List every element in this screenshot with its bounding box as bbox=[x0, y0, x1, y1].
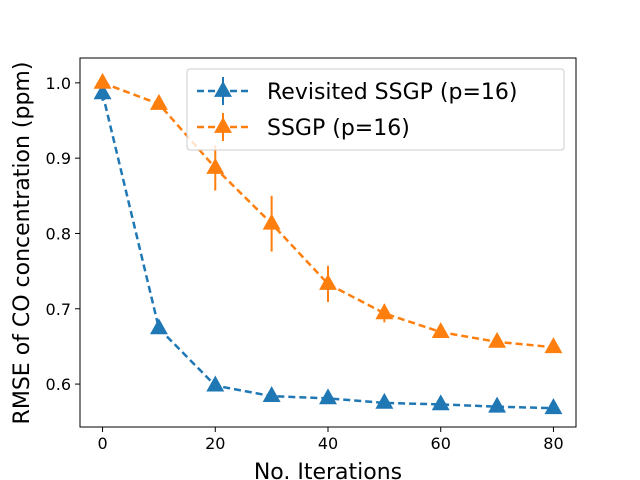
y-tick-label: 0.7 bbox=[46, 300, 71, 319]
data-point bbox=[375, 392, 394, 409]
data-point bbox=[319, 273, 337, 290]
series-ssgp bbox=[93, 72, 563, 354]
y-tick-label: 0.8 bbox=[46, 224, 71, 243]
data-point bbox=[544, 337, 563, 354]
data-point bbox=[206, 157, 225, 174]
data-point bbox=[93, 83, 112, 100]
data-point bbox=[149, 93, 168, 110]
x-tick-label: 20 bbox=[205, 434, 225, 453]
legend-entry: SSGP (p=16) bbox=[197, 113, 410, 141]
data-point bbox=[262, 213, 281, 230]
legend-entries: Revisited SSGP (p=16) SSGP (p=16) bbox=[197, 77, 517, 141]
legend-entry: Revisited SSGP (p=16) bbox=[197, 77, 517, 105]
y-tick-label: 0.9 bbox=[46, 149, 71, 168]
x-tick-label: 40 bbox=[318, 434, 338, 453]
series-revisited-ssgp bbox=[93, 83, 563, 415]
data-point bbox=[149, 318, 168, 335]
legend-box bbox=[186, 68, 565, 151]
series-layer bbox=[93, 72, 563, 415]
x-tick-label: 80 bbox=[543, 434, 563, 453]
legend-label: SSGP (p=16) bbox=[267, 116, 410, 141]
ticks-layer: 0 20 40 60 80 0.6 0.7 0.8 0.9 1.0 bbox=[46, 74, 564, 453]
legend-marker bbox=[214, 116, 232, 133]
x-tick-label: 0 bbox=[97, 434, 107, 453]
legend: Revisited SSGP (p=16) SSGP (p=16) bbox=[186, 68, 565, 151]
data-point bbox=[319, 388, 337, 405]
legend-marker bbox=[214, 80, 232, 97]
y-tick-label: 1.0 bbox=[46, 74, 71, 93]
data-point bbox=[488, 331, 507, 348]
x-axis-label: No. Iterations bbox=[254, 460, 402, 480]
legend-label: Revisited SSGP (p=16) bbox=[267, 80, 517, 105]
data-point bbox=[488, 396, 507, 413]
y-tick-label: 0.6 bbox=[46, 375, 71, 394]
data-point bbox=[375, 303, 394, 320]
data-point bbox=[93, 72, 112, 89]
series-line bbox=[102, 81, 554, 349]
data-point bbox=[206, 375, 225, 392]
data-point bbox=[431, 322, 450, 339]
data-point bbox=[431, 394, 450, 411]
data-point bbox=[544, 398, 563, 415]
y-axis-label: RMSE of CO concentration (ppm) bbox=[10, 62, 35, 425]
data-point bbox=[262, 386, 281, 403]
x-tick-label: 60 bbox=[431, 434, 451, 453]
